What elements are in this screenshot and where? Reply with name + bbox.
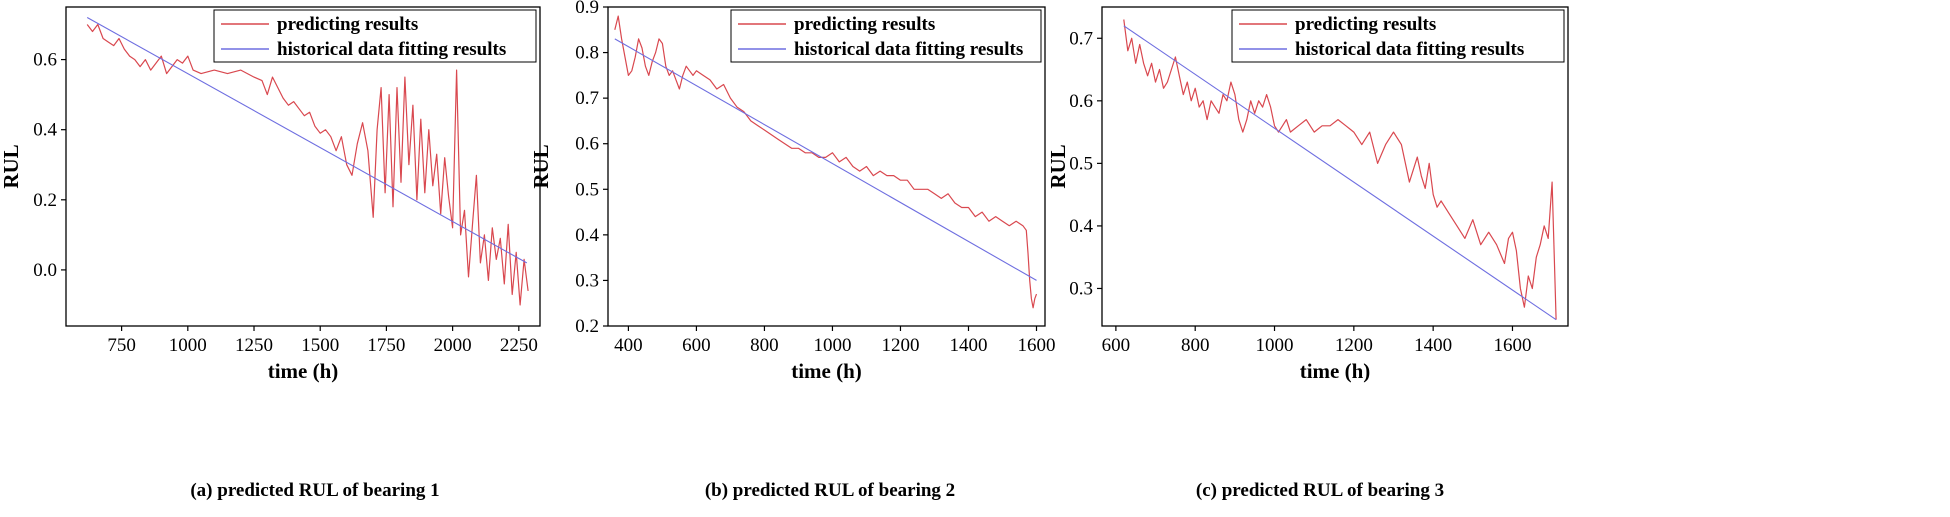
- legend-box: [1231, 9, 1565, 63]
- x-tick-label: 1000: [169, 335, 207, 356]
- legend-box: [213, 9, 537, 63]
- x-tick-label: 1400: [949, 335, 987, 356]
- x-tick-label: 1600: [1017, 335, 1055, 356]
- plot-frame: [607, 6, 1046, 327]
- y-tick-label: 0.3: [1069, 278, 1093, 299]
- legend-label-predicted: predicting results: [277, 14, 418, 35]
- legend-label-predicted: predicting results: [794, 14, 935, 35]
- figure-caption: (a) predicted RUL of bearing 1: [190, 480, 439, 501]
- y-tick-label: 0.6: [575, 134, 599, 155]
- y-tick-label: 0.7: [575, 88, 599, 109]
- series-line-predicted: [614, 15, 1038, 309]
- x-axis-label: time (h): [791, 359, 862, 383]
- y-tick-label: 0.7: [1069, 28, 1093, 49]
- y-tick-label: 0.2: [575, 316, 599, 337]
- y-axis-label: RUL: [0, 144, 23, 188]
- x-tick-label: 1250: [235, 335, 273, 356]
- series-line-predicted: [1123, 19, 1557, 320]
- x-tick-label: 2000: [434, 335, 472, 356]
- x-tick-label: 1600: [1493, 335, 1531, 356]
- y-tick-label: 0.9: [575, 0, 599, 18]
- x-tick-label: 1200: [881, 335, 919, 356]
- legend-box: [730, 9, 1042, 63]
- chart-panel-c: 600 800 1000 1200 1400 1600 0.3 0.4 0.5 0.6 0.7 tim…: [1046, 6, 1569, 501]
- legend-label-fitting: historical data fitting results: [1295, 39, 1524, 60]
- x-axis-label: time (h): [268, 359, 339, 383]
- y-tick-label: 0.0: [33, 260, 57, 281]
- plot-frame: [1101, 6, 1569, 327]
- chart-panel-a: 750 1000 1250 1500 1750 2000 2250 0.0 0.2 0.4 0.6 t…: [0, 6, 541, 501]
- y-tick-label: 0.4: [575, 225, 599, 246]
- legend-label-predicted: predicting results: [1295, 14, 1436, 35]
- x-tick-label: 1000: [813, 335, 851, 356]
- chart-panel-b: 400 600 800 1000 1200 1400 1600 0.2 0.3 0.4 0.5 0.6…: [529, 0, 1055, 501]
- series-line-fitting: [86, 17, 528, 264]
- y-tick-label: 0.5: [1069, 153, 1093, 174]
- y-tick-label: 0.6: [1069, 91, 1093, 112]
- legend-label-fitting: historical data fitting results: [794, 39, 1023, 60]
- figure-caption: (b) predicted RUL of bearing 2: [705, 480, 955, 501]
- x-tick-label: 750: [107, 335, 136, 356]
- x-tick-label: 1000: [1256, 335, 1294, 356]
- y-tick-label: 0.4: [33, 120, 57, 141]
- x-tick-label: 1750: [367, 335, 405, 356]
- y-tick-label: 0.4: [1069, 216, 1093, 237]
- y-tick-label: 0.3: [575, 270, 599, 291]
- x-axis-label: time (h): [1300, 359, 1371, 383]
- x-tick-label: 1500: [301, 335, 339, 356]
- series-line-predicted: [86, 23, 529, 306]
- x-tick-label: 1200: [1335, 335, 1373, 356]
- x-tick-label: 800: [1181, 335, 1210, 356]
- x-tick-label: 600: [682, 335, 711, 356]
- plot-frame: [65, 6, 541, 327]
- y-tick-label: 0.2: [33, 190, 57, 211]
- y-axis-label: RUL: [529, 144, 553, 188]
- x-tick-label: 400: [614, 335, 643, 356]
- y-tick-label: 0.6: [33, 50, 57, 71]
- x-tick-label: 800: [750, 335, 779, 356]
- series-line-fitting: [1123, 25, 1557, 321]
- y-axis-label: RUL: [1046, 144, 1070, 188]
- x-tick-label: 600: [1102, 335, 1131, 356]
- x-tick-label: 1400: [1414, 335, 1452, 356]
- x-tick-label: 2250: [500, 335, 538, 356]
- legend-label-fitting: historical data fitting results: [277, 39, 506, 60]
- y-tick-label: 0.8: [575, 43, 599, 64]
- figure-caption: (c) predicted RUL of bearing 3: [1196, 480, 1444, 501]
- series-line-fitting: [614, 38, 1037, 281]
- y-tick-label: 0.5: [575, 179, 599, 200]
